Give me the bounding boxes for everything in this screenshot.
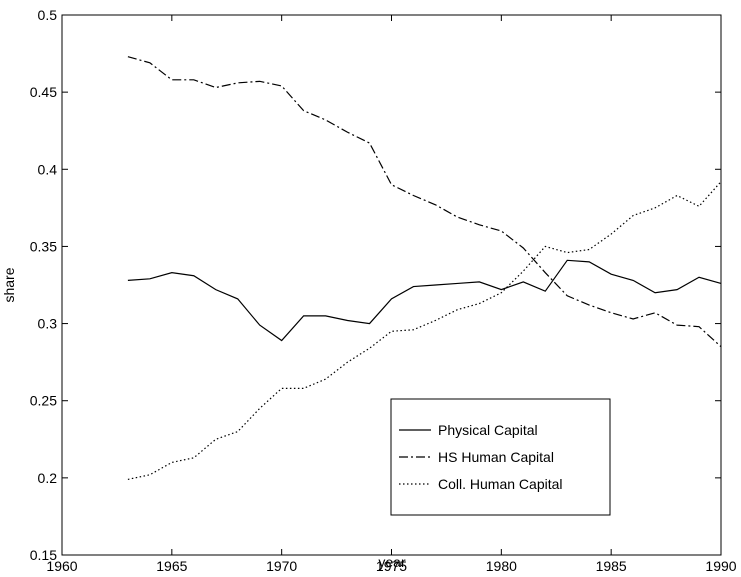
series-line (127, 56, 722, 348)
y-axis-label: share (1, 267, 17, 302)
x-tick-label: 1965 (156, 558, 187, 572)
series-line (127, 259, 722, 342)
y-tick-label: 0.3 (38, 316, 58, 332)
y-tick-label: 0.35 (30, 238, 57, 254)
x-tick-label: 1975 (376, 558, 407, 572)
x-tick-label: 1985 (596, 558, 627, 572)
legend-box (390, 398, 611, 516)
y-tick-label: 0.15 (30, 547, 57, 563)
x-tick-label: 1970 (266, 558, 297, 572)
y-tick-label: 0.45 (30, 84, 57, 100)
legend-label: Physical Capital (438, 422, 538, 438)
x-axis-label: year (378, 554, 406, 570)
x-tick-label: 1990 (705, 558, 736, 572)
y-tick-label: 0.2 (38, 470, 58, 486)
legend-label: HS Human Capital (438, 449, 554, 465)
x-tick-label: 1980 (486, 558, 517, 572)
legend-label: Coll. Human Capital (438, 476, 563, 492)
x-tick-label: 1960 (46, 558, 77, 572)
y-tick-label: 0.4 (38, 161, 58, 177)
y-tick-label: 0.25 (30, 393, 57, 409)
series-line (127, 181, 722, 480)
y-tick-label: 0.5 (38, 7, 58, 23)
